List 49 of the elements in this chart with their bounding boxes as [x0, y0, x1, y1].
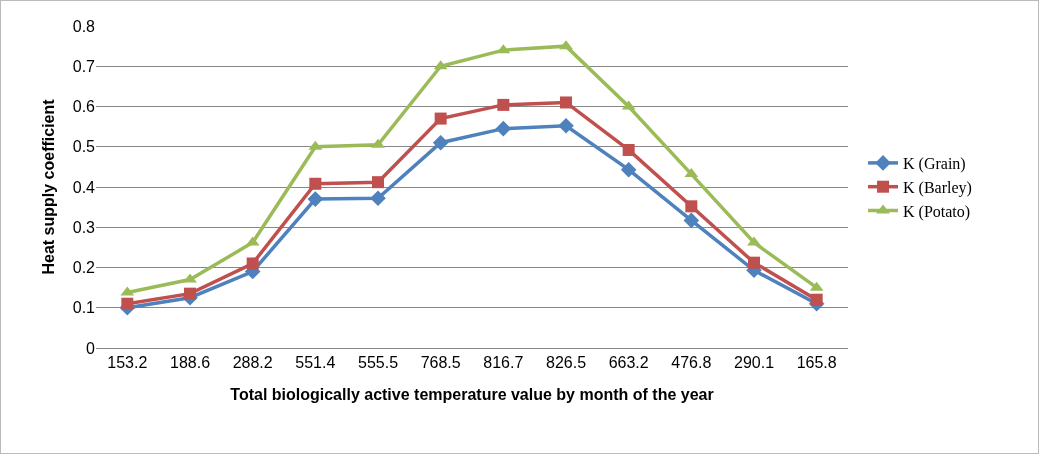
legend-label: K (Barley) [903, 178, 972, 197]
point [559, 40, 573, 50]
point [620, 161, 637, 178]
x-axis-title: Total biologically active temperature value by month of the year [230, 385, 714, 403]
point [495, 120, 512, 137]
point [371, 138, 385, 148]
x-tick-label: 826.5 [545, 354, 587, 372]
y-tick-label: 0.4 [72, 178, 96, 196]
x-tick-label: 551.4 [295, 354, 336, 372]
point [685, 200, 698, 213]
point [246, 257, 259, 270]
legend-label: K (Potato) [903, 202, 971, 221]
point [307, 191, 324, 207]
x-tick-label: 555.5 [357, 354, 399, 372]
x-tick-label: 663.2 [608, 354, 649, 372]
x-tick-label: 153.2 [107, 354, 148, 372]
x-tick-label: 816.7 [483, 354, 524, 372]
point [434, 112, 447, 125]
y-tick-label: 0.5 [72, 138, 96, 156]
x-tick-label: 476.8 [671, 354, 712, 372]
point [370, 190, 386, 207]
y-tick-label: 0.1 [72, 299, 96, 317]
point [558, 118, 574, 134]
point [372, 176, 384, 189]
y-tick-label: 0.2 [72, 259, 96, 277]
x-tick-label: 165.8 [796, 354, 837, 372]
point [560, 96, 572, 109]
point [683, 212, 700, 229]
point [497, 98, 510, 111]
point [183, 273, 197, 283]
y-tick-label: 0.7 [72, 57, 96, 75]
point [810, 293, 823, 306]
y-tick-label: 0.8 [72, 17, 96, 35]
y-tick-label: 0.3 [72, 218, 96, 236]
point [432, 134, 449, 151]
legend-label: K (Grain) [903, 155, 966, 174]
y-tick-label: 0.6 [72, 98, 96, 116]
x-tick-label: 768.5 [420, 354, 461, 372]
x-tick-label: 188.6 [169, 354, 211, 372]
point [121, 297, 134, 310]
y-tick-label: 0 [86, 339, 96, 357]
x-tick-label: 290.1 [733, 354, 775, 372]
point [184, 287, 196, 300]
x-tick-label: 288.2 [232, 354, 273, 372]
point [309, 177, 322, 190]
y-axis-title: Heat supply coefficient [39, 98, 57, 275]
point [748, 256, 760, 269]
point [622, 143, 635, 156]
point [747, 236, 761, 246]
